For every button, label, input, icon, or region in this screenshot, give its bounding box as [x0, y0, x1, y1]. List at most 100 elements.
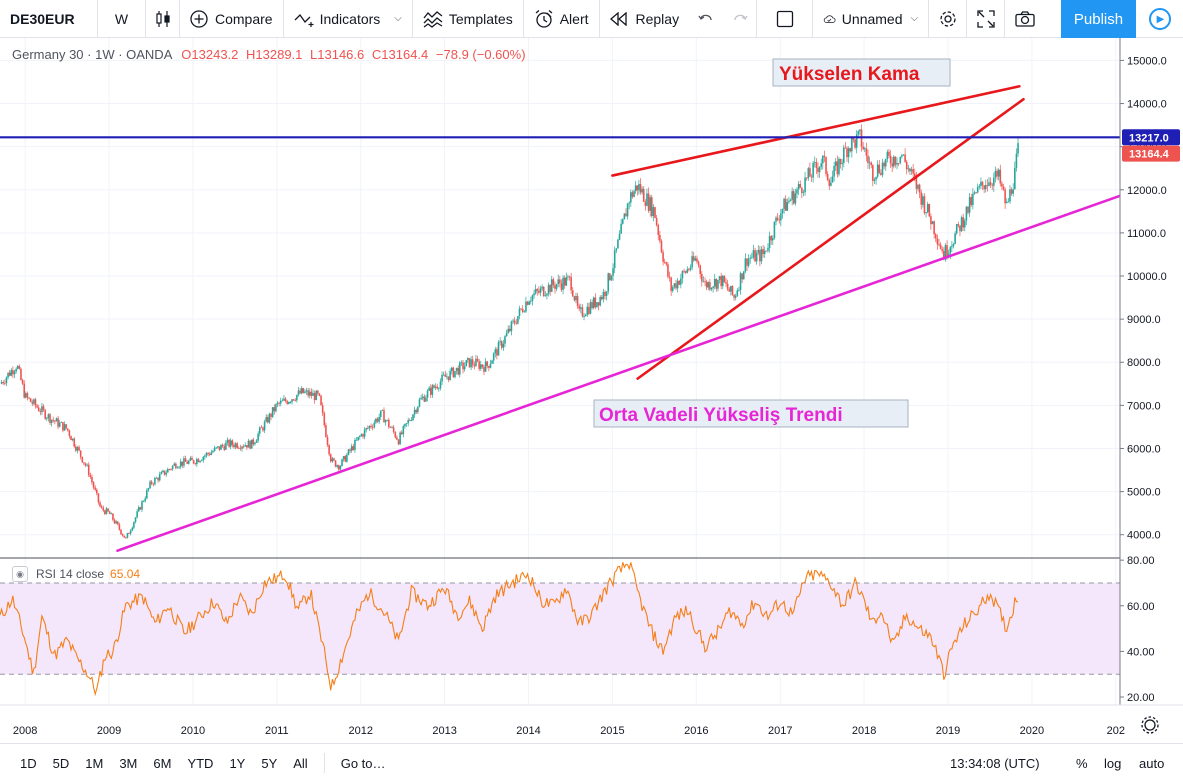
goto-button[interactable]: Go to… [340, 755, 386, 771]
clock-label[interactable]: 13:34:08 (UTC) [950, 756, 1040, 771]
candle-body [173, 463, 176, 466]
candle-body [89, 475, 92, 478]
log-toggle[interactable]: log [1104, 756, 1122, 771]
candle-body [633, 191, 635, 197]
candle-body [346, 454, 348, 462]
candle-body [959, 225, 961, 232]
candle-body [550, 279, 553, 292]
layout-button[interactable]: Unnamed ⌵ [813, 0, 930, 38]
candle-body [194, 463, 197, 465]
candle-body [146, 490, 148, 499]
undo-button[interactable] [689, 0, 723, 38]
candle-body [549, 284, 551, 292]
range-5y[interactable]: 5Y [261, 755, 278, 771]
candle-body [602, 291, 605, 300]
chart-type-button[interactable] [146, 0, 180, 38]
candle-body [152, 483, 155, 485]
publish-button[interactable]: Publish [1061, 0, 1136, 38]
candle-body [294, 400, 297, 402]
candle-body [944, 245, 947, 260]
eye-icon[interactable]: ◉ [12, 566, 28, 582]
candle-body [149, 481, 151, 489]
indicators-button[interactable]: Indicators ⌵ [284, 0, 413, 38]
candle-body [536, 289, 539, 291]
range-6m[interactable]: 6M [153, 755, 172, 771]
candle-body [962, 217, 964, 228]
candle-body [694, 258, 697, 261]
fullscreen-button[interactable] [967, 0, 1006, 38]
interval-button[interactable]: W [98, 0, 146, 38]
candle-body [930, 216, 932, 225]
candle-body [331, 458, 334, 462]
candle-body [433, 385, 435, 388]
candle-body [813, 162, 816, 163]
candle-body [534, 289, 537, 294]
rsi-tick-label: 20.00 [1127, 692, 1155, 704]
candle-body [723, 275, 726, 283]
compare-button[interactable]: Compare [180, 0, 284, 38]
candle-body [807, 168, 810, 179]
range-all[interactable]: All [293, 755, 308, 771]
candle-body [454, 371, 456, 378]
symbol-search-button[interactable]: DE30EUR [0, 0, 98, 38]
candle-body [1004, 189, 1006, 204]
price-tick-label: 12000.0 [1127, 185, 1167, 197]
chart-area[interactable]: Yükselen Kama Orta Vadeli Yükseliş Trend… [0, 38, 1183, 743]
candle-body [875, 176, 877, 180]
candle-body [220, 444, 222, 450]
snapshot-button[interactable] [1005, 0, 1045, 38]
candle-body [497, 342, 500, 356]
annotation-medium-trend[interactable]: Orta Vadeli Yükseliş Trendi [593, 399, 909, 428]
candle-body [237, 447, 240, 449]
redo-button[interactable] [723, 0, 758, 38]
candle-body [881, 162, 884, 175]
candle-body [160, 472, 163, 475]
candle-body [559, 279, 561, 284]
candle-body [915, 176, 918, 189]
range-1y[interactable]: 1Y [229, 755, 246, 771]
candle-body [484, 361, 487, 372]
candle-body [210, 452, 213, 455]
candle-body [697, 261, 700, 266]
candle-body [538, 290, 540, 293]
candle-body [957, 224, 960, 226]
play-button[interactable]: ▶ [1136, 0, 1183, 38]
time-tick-label: 2018 [852, 725, 876, 737]
candle-body [426, 390, 429, 398]
replay-button[interactable]: Replay [600, 0, 690, 38]
templates-button[interactable]: Templates [413, 0, 524, 38]
candle-body [5, 377, 8, 384]
candle-body [255, 440, 258, 443]
candle-body [76, 447, 79, 451]
candle-body [404, 423, 406, 427]
settings-button[interactable] [929, 0, 968, 38]
candle-body [412, 414, 414, 421]
candle-body [746, 258, 748, 266]
candle-body [81, 456, 84, 463]
alert-button[interactable]: Alert [524, 0, 600, 38]
rsi-axis-ticks: 80.00 60.00 40.00 20.00 [1120, 555, 1155, 704]
range-5d[interactable]: 5D [52, 755, 70, 771]
candle-body [170, 469, 172, 470]
candle-body [667, 264, 669, 277]
candle-body [876, 164, 879, 177]
candle-body [37, 407, 40, 412]
candle-body [1002, 186, 1005, 190]
gear-icon [1144, 719, 1156, 731]
range-1d[interactable]: 1D [20, 755, 37, 771]
auto-toggle[interactable]: auto [1139, 756, 1165, 771]
time-axis-settings-button[interactable] [1141, 716, 1159, 734]
trendlines [116, 84, 1122, 552]
candle-body [121, 534, 124, 536]
range-ytd[interactable]: YTD [187, 755, 214, 771]
range-3m[interactable]: 3M [119, 755, 138, 771]
annotation-box [772, 58, 951, 87]
fullscreen-selection-button[interactable] [757, 0, 814, 38]
candle-body [58, 422, 61, 427]
candle-body [671, 287, 674, 291]
percent-toggle[interactable]: % [1076, 756, 1088, 771]
candle-body [565, 277, 568, 286]
annotation-rising-wedge[interactable]: Yükselen Kama [772, 58, 951, 87]
candle-body [407, 420, 409, 424]
range-1m[interactable]: 1M [85, 755, 104, 771]
